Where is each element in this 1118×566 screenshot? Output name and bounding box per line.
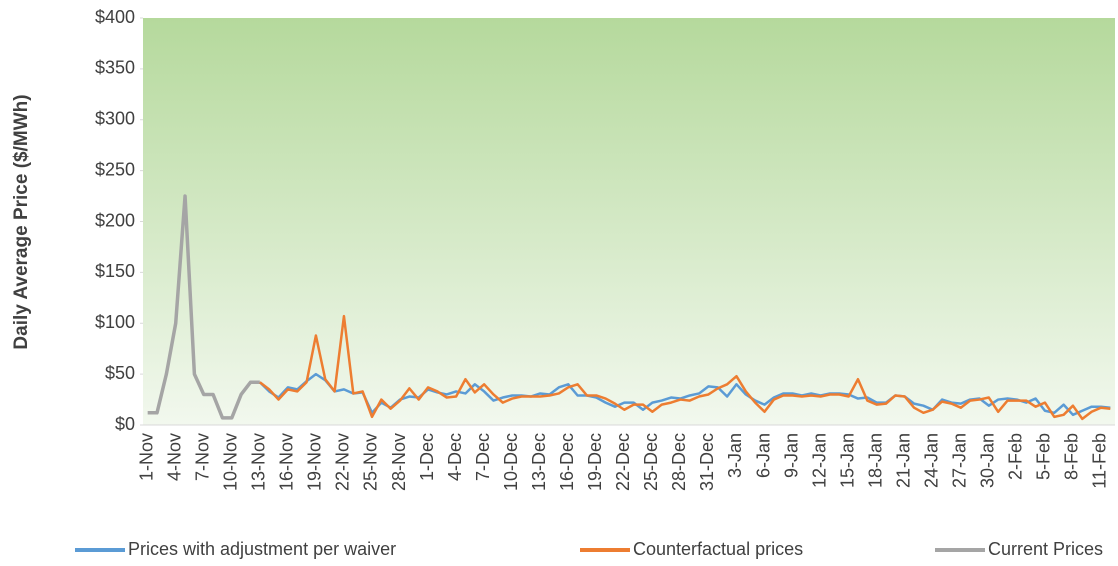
y-tick-label: $300 <box>95 109 135 129</box>
x-tick-label: 3-Jan <box>725 433 745 478</box>
x-tick-label: 11-Feb <box>1090 433 1110 489</box>
x-tick-label: 21-Jan <box>893 433 913 488</box>
x-tick-label: 9-Jan <box>781 433 801 478</box>
y-tick-label: $350 <box>95 58 135 78</box>
x-tick-label: 4-Nov <box>164 433 184 481</box>
series-line <box>259 314 1111 421</box>
x-tick-label: 25-Nov <box>361 433 381 491</box>
x-tick-label: 6-Jan <box>753 433 773 478</box>
x-tick-label: 15-Jan <box>837 433 857 488</box>
y-tick-label: $50 <box>105 363 135 383</box>
x-tick-label: 5-Feb <box>1034 433 1054 480</box>
x-tick-label: 13-Dec <box>529 433 549 491</box>
legend-label: Prices with adjustment per waiver <box>128 539 396 559</box>
x-tick-label: 10-Dec <box>501 433 521 491</box>
x-tick-label: 18-Jan <box>865 433 885 488</box>
x-tick-label: 12-Jan <box>809 433 829 488</box>
x-tick-label: 4-Dec <box>445 433 465 481</box>
x-tick-label: 28-Dec <box>669 433 689 491</box>
x-tick-label: 8-Feb <box>1062 433 1082 480</box>
y-tick-label: $400 <box>95 7 135 27</box>
x-tick-label: 13-Nov <box>249 433 269 491</box>
series-line <box>147 194 260 420</box>
y-tick-label: $0 <box>115 414 135 434</box>
x-tick-label: 25-Dec <box>641 433 661 491</box>
x-tick-label: 27-Jan <box>950 433 970 488</box>
y-tick-label: $100 <box>95 312 135 332</box>
x-tick-label: 2-Feb <box>1006 433 1026 480</box>
x-tick-label: 16-Dec <box>557 433 577 491</box>
x-tick-label: 19-Nov <box>305 433 325 491</box>
x-tick-label: 19-Dec <box>585 433 605 491</box>
legend-label: Current Prices <box>988 539 1103 559</box>
x-tick-label: 22-Dec <box>613 433 633 491</box>
legend-label: Counterfactual prices <box>633 539 803 559</box>
y-tick-label: $200 <box>95 210 135 230</box>
plot-area <box>143 18 1115 425</box>
x-tick-label: 22-Nov <box>333 433 353 491</box>
x-tick-label: 1-Dec <box>417 433 437 481</box>
x-tick-label: 31-Dec <box>697 433 717 491</box>
x-tick-label: 10-Nov <box>221 433 241 491</box>
x-tick-label: 7-Dec <box>473 433 493 481</box>
y-tick-label: $150 <box>95 261 135 281</box>
x-tick-label: 16-Nov <box>277 433 297 491</box>
x-tick-label: 28-Nov <box>389 433 409 491</box>
y-axis-title: Daily Average Price ($/MWh) <box>11 94 32 349</box>
x-tick-label: 7-Nov <box>193 433 213 481</box>
y-tick-label: $250 <box>95 159 135 179</box>
x-tick-label: 24-Jan <box>922 433 942 488</box>
x-tick-label: 1-Nov <box>136 433 156 481</box>
x-tick-label: 30-Jan <box>978 433 998 488</box>
